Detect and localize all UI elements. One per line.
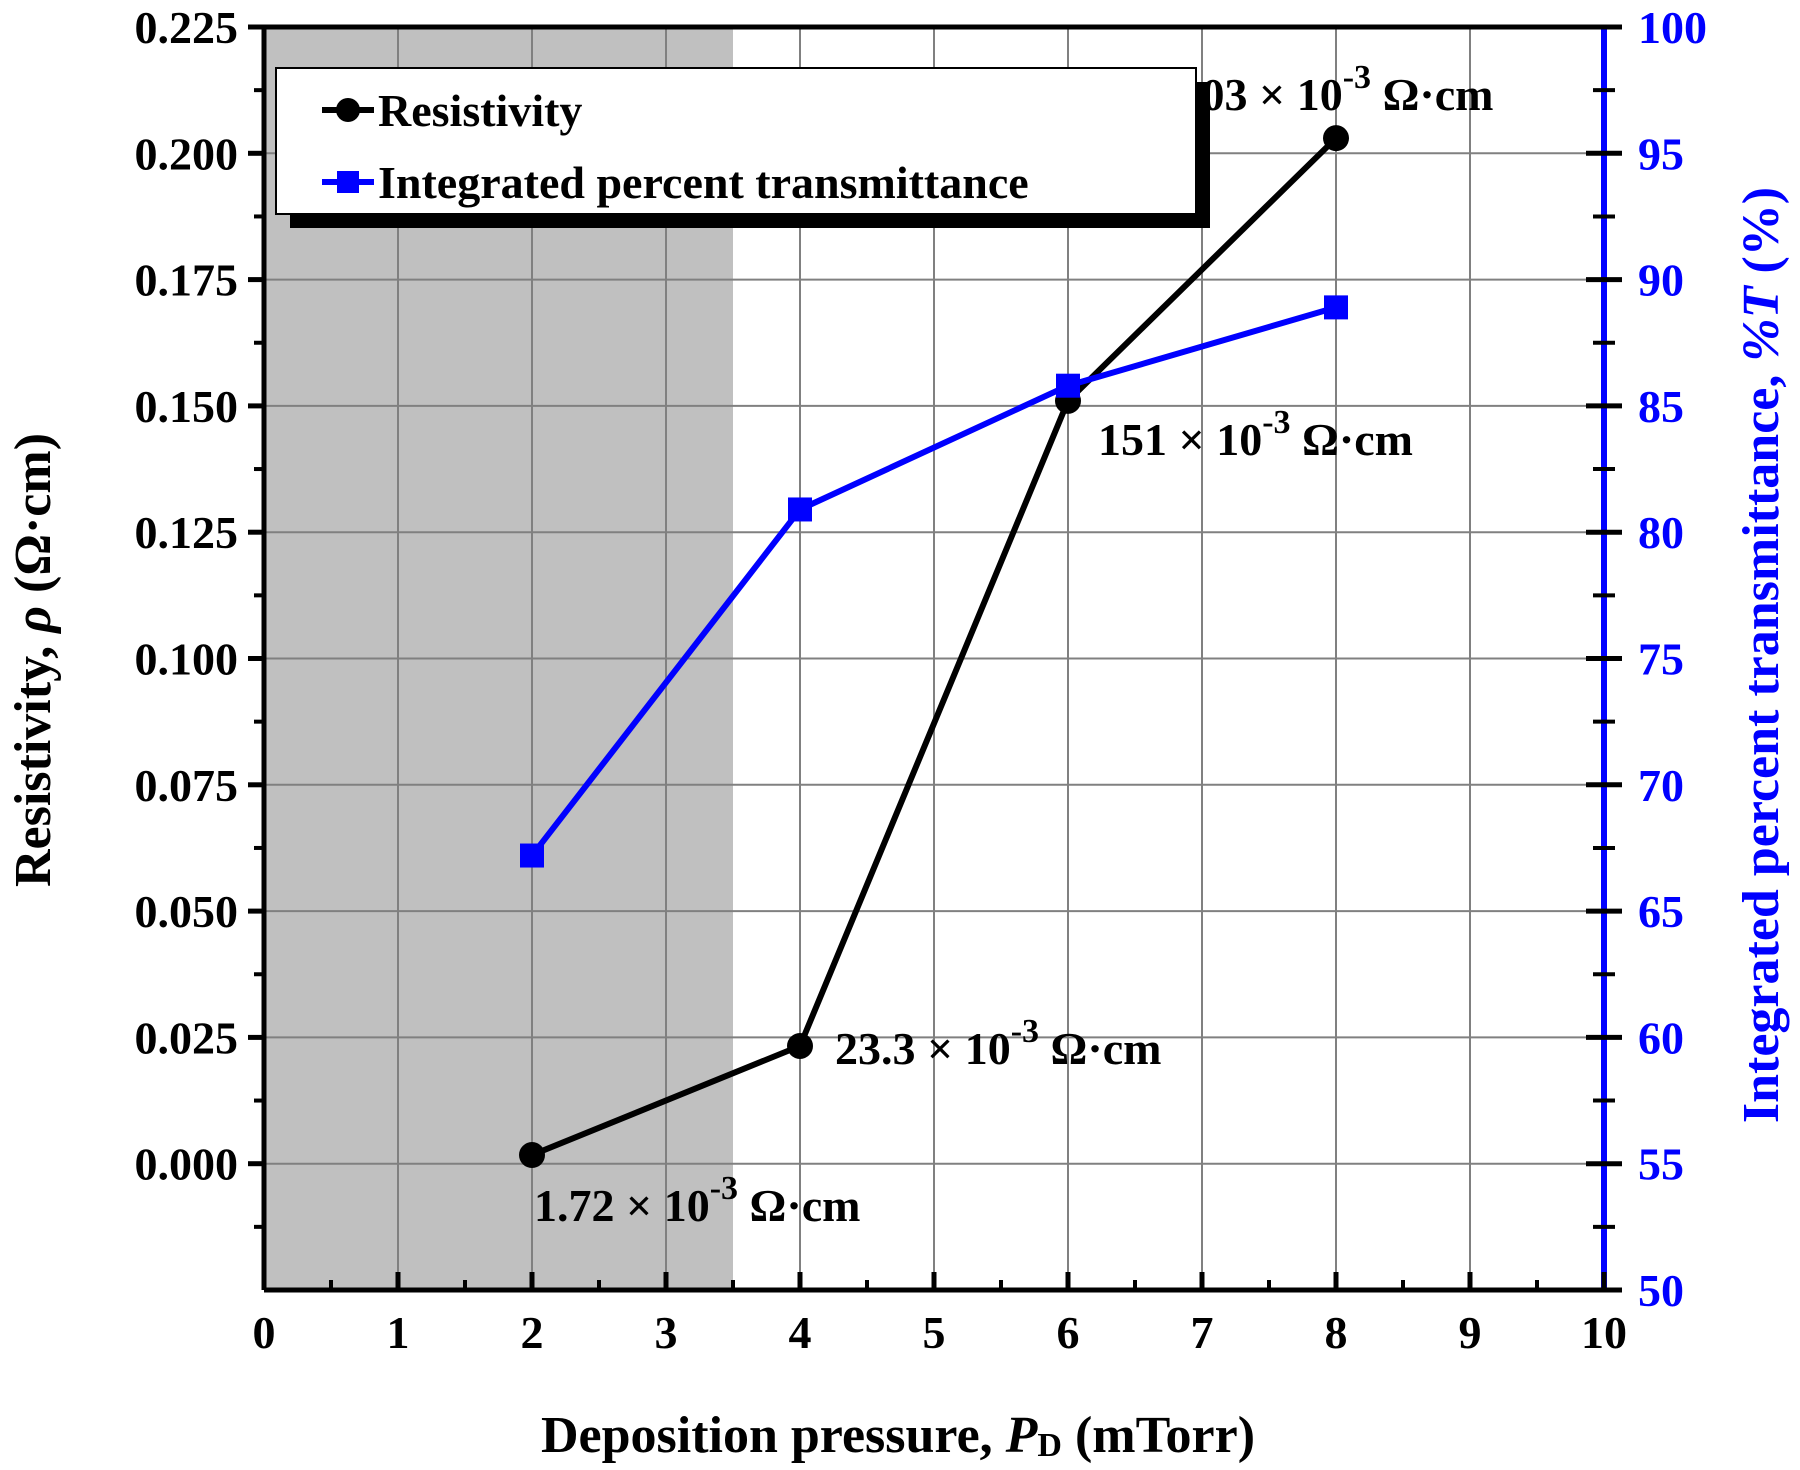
annotation-unit: Ω·cm: [1039, 1023, 1161, 1074]
resistivity-point: [519, 1142, 545, 1169]
x-tick-label: 7: [1191, 1307, 1214, 1358]
series-line-1: [529, 304, 1337, 858]
right-y-tick-label: 70: [1638, 760, 1684, 811]
x-axis-title-symbol: P: [1005, 1407, 1039, 1464]
transmittance-point: [788, 497, 812, 522]
left-y-tick-label: 0.125: [135, 507, 239, 558]
x-tick-label: 9: [1459, 1307, 1482, 1358]
legend-entry-0: Resistivity: [378, 85, 582, 136]
x-axis-title-subscript: D: [1037, 1427, 1062, 1464]
resistivity-annotation: 23.3 × 10-3 Ω·cm: [835, 1013, 1161, 1074]
annotation-exponent: -3: [1011, 1013, 1039, 1050]
left-y-tick-label: 0.025: [135, 1012, 239, 1063]
left-y-tick-label: 0.075: [135, 760, 239, 811]
annotation-unit: Ω·cm: [1371, 69, 1493, 120]
annotation-unit: Ω·cm: [738, 1180, 860, 1231]
x-tick-label: 3: [655, 1307, 678, 1358]
axis-titles: Deposition pressure, PD (mTorr) Resistivi…: [5, 187, 1790, 1464]
resistivity-annotation: 151 × 10-3 Ω·cm: [1098, 404, 1413, 465]
x-tick-label: 6: [1057, 1307, 1080, 1358]
legend-marker-circle: [336, 98, 360, 122]
right-y-tick-label: 60: [1638, 1012, 1684, 1063]
right-y-tick-label: 90: [1638, 255, 1684, 306]
left-y-tick-label: 0.175: [135, 255, 239, 306]
x-axis-title-unit: (mTorr): [1062, 1407, 1255, 1464]
transmittance-point: [520, 843, 544, 868]
right-y-tick-label: 65: [1638, 886, 1684, 937]
transmittance-point: [1056, 373, 1080, 398]
right-y-axis-title-text: Integrated percent transmittance,: [1733, 362, 1790, 1124]
series-layer: [519, 125, 1349, 1169]
x-tick-label: 10: [1581, 1307, 1627, 1358]
legend: Resistivity Integrated percent transmitta…: [275, 67, 1210, 228]
series-line-0: [530, 136, 1339, 1158]
left-y-axis-title-unit: (Ω·cm): [5, 433, 62, 606]
left-y-tick-label: 0.225: [135, 2, 239, 53]
left-y-tick-label: 0.200: [135, 128, 239, 179]
right-y-tick-label: 85: [1638, 381, 1684, 432]
x-tick-label: 8: [1325, 1307, 1348, 1358]
x-tick-label: 0: [253, 1307, 276, 1358]
resistivity-annotation: 203 × 10-3 Ω·cm: [1179, 59, 1494, 120]
annotation-base: 23.3 × 10: [835, 1023, 1011, 1074]
left-y-tick-label: 0.100: [135, 634, 239, 685]
left-y-tick-label: 0.050: [135, 886, 239, 937]
left-y-axis-title-text: Resistivity,: [5, 633, 62, 887]
annotation-base: 1.72 × 10: [534, 1180, 710, 1231]
legend-marker-square: [337, 171, 359, 193]
right-y-tick-label: 100: [1638, 2, 1707, 53]
x-tick-label: 5: [923, 1307, 946, 1358]
annotation-exponent: -3: [1262, 404, 1290, 441]
annotation-base: 151 × 10: [1098, 414, 1262, 465]
resistivity-point: [787, 1032, 813, 1059]
annotation-unit: Ω·cm: [1291, 414, 1413, 465]
right-y-axis-title-unit: (%): [1733, 187, 1790, 287]
x-tick-label: 4: [789, 1307, 812, 1358]
left-y-tick-label: 0.000: [135, 1139, 239, 1190]
transmittance-point: [1324, 295, 1348, 320]
legend-entry-1: Integrated percent transmittance: [378, 157, 1029, 208]
annotation-exponent: -3: [710, 1170, 738, 1207]
resistivity-point: [1323, 125, 1349, 152]
left-y-tick-label: 0.150: [135, 381, 239, 432]
x-tick-label: 2: [521, 1307, 544, 1358]
x-axis-title: Deposition pressure, PD (mTorr): [541, 1407, 1255, 1464]
left-y-axis-title-symbol: ρ: [5, 606, 62, 635]
x-axis-title-text: Deposition pressure,: [541, 1407, 1006, 1464]
right-y-tick-label: 50: [1638, 1265, 1684, 1316]
left-y-axis-title: Resistivity, ρ (Ω·cm): [5, 433, 62, 887]
legend-box: [275, 67, 1197, 215]
right-y-tick-label: 55: [1638, 1139, 1684, 1190]
right-y-tick-label: 75: [1638, 634, 1684, 685]
right-y-tick-label: 80: [1638, 507, 1684, 558]
grid-layer: [264, 27, 1604, 1290]
resistivity-annotation: 1.72 × 10-3 Ω·cm: [534, 1170, 860, 1231]
x-tick-label: 1: [387, 1307, 410, 1358]
right-y-axis-title-symbol: %T: [1733, 284, 1790, 361]
right-y-tick-label: 95: [1638, 128, 1684, 179]
annotation-exponent: -3: [1343, 59, 1371, 96]
right-y-axis-title: Integrated percent transmittance, %T (%): [1733, 187, 1790, 1123]
axes-layer: 0 1 2 3 4 5 6 7 8 9 10 0.000 0.025 0.050 0.075 0.100 0.1…: [135, 2, 1708, 1358]
